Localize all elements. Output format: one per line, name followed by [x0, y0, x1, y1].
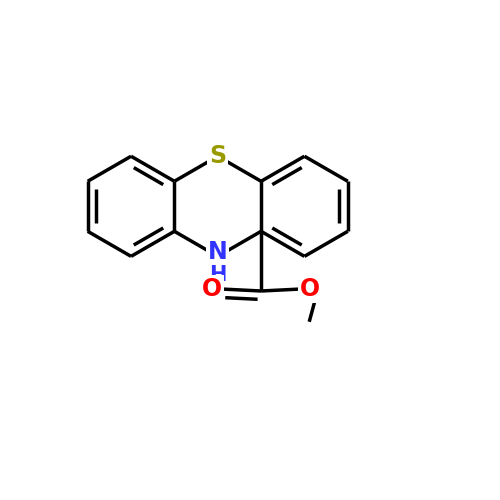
- Text: N: N: [208, 240, 228, 264]
- Text: S: S: [209, 144, 226, 168]
- Text: O: O: [300, 277, 320, 301]
- Text: O: O: [202, 277, 222, 301]
- Text: H: H: [209, 265, 226, 285]
